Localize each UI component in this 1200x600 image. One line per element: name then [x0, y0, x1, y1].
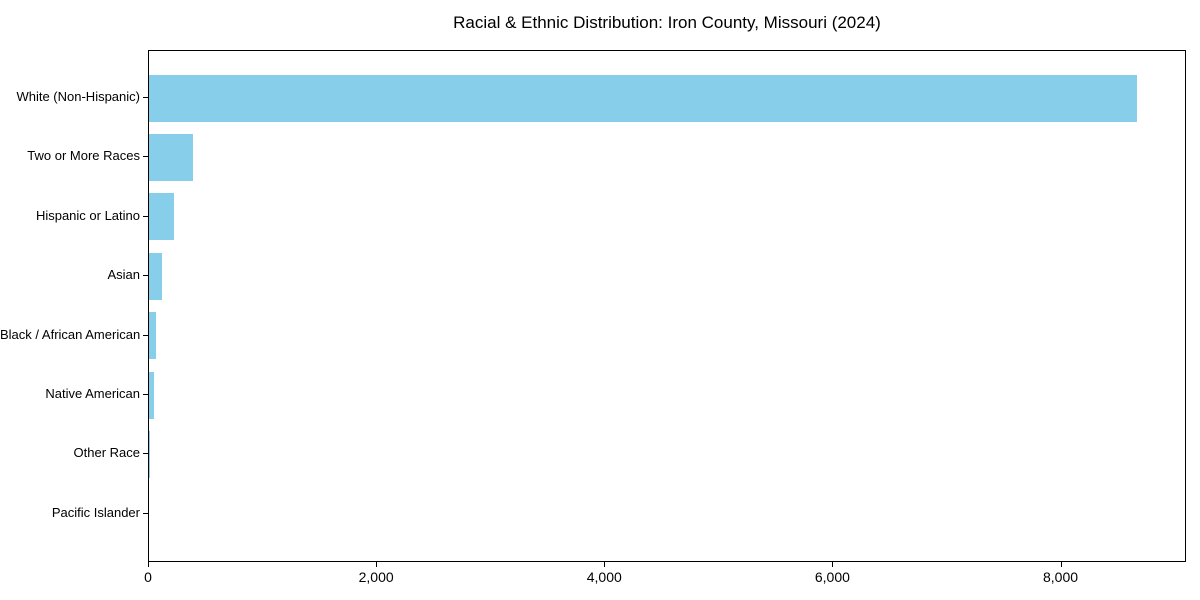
y-tick-mark	[143, 215, 148, 217]
y-tick-mark	[143, 334, 148, 336]
bar-other-race	[149, 430, 151, 478]
y-tick-mark	[143, 394, 148, 395]
y-tick-mark	[143, 453, 148, 455]
y-tick-label-two-or-more-races: Two or More Races	[27, 148, 140, 164]
x-tick-mark	[376, 562, 378, 567]
y-tick-label-white-non-hispanic: White (Non-Hispanic)	[16, 89, 140, 104]
bar-asian	[149, 252, 163, 300]
y-tick-mark	[143, 275, 148, 277]
x-tick-label-4-000: 4,000	[586, 569, 622, 585]
x-tick-label-2-000: 2,000	[358, 569, 394, 585]
x-tick-mark	[832, 562, 834, 567]
y-tick-label-black-african-american: Black / African American	[0, 326, 141, 342]
y-tick-mark	[143, 512, 148, 514]
bar-white-non-hispanic	[149, 74, 1137, 122]
x-tick-mark	[1060, 562, 1062, 567]
x-tick-label-0: 0	[144, 569, 152, 585]
bar-two-or-more-races	[149, 133, 194, 181]
y-tick-label-asian: Asian	[107, 267, 140, 283]
y-tick-mark	[143, 156, 148, 158]
plot-area	[148, 50, 1186, 562]
y-tick-mark	[143, 97, 148, 98]
y-tick-label-pacific-islander: Pacific Islander	[51, 504, 140, 520]
y-tick-label-native-american: Native American	[45, 386, 140, 401]
y-tick-label-other-race: Other Race	[73, 445, 140, 461]
chart-title: Racial & Ethnic Distribution: Iron Count…	[453, 13, 881, 32]
bar-native-american	[149, 371, 154, 419]
x-tick-label-6-000: 6,000	[814, 569, 850, 585]
x-tick-mark	[604, 562, 606, 567]
bar-black-african-american	[149, 312, 156, 360]
x-tick-mark	[148, 562, 149, 567]
bar-hispanic-or-latino	[149, 193, 174, 241]
x-tick-label-8-000: 8,000	[1042, 569, 1079, 585]
y-tick-label-hispanic-or-latino: Hispanic or Latino	[35, 207, 140, 223]
